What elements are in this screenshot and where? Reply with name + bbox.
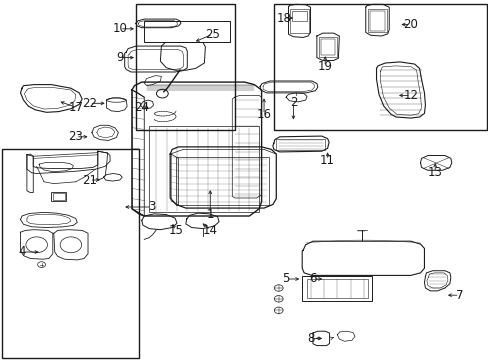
Bar	[144, 21, 229, 42]
Text: 9: 9	[116, 51, 123, 64]
Text: 3: 3	[147, 201, 155, 213]
Text: 12: 12	[403, 89, 417, 102]
Bar	[290, 9, 308, 33]
Text: 19: 19	[317, 60, 332, 73]
Text: 17: 17	[68, 101, 83, 114]
Text: 15: 15	[168, 224, 183, 237]
Bar	[149, 126, 259, 212]
Text: 25: 25	[205, 28, 220, 41]
Bar	[318, 37, 337, 57]
Bar	[51, 192, 66, 201]
Text: 14: 14	[203, 224, 217, 237]
Bar	[367, 9, 386, 32]
Bar	[302, 276, 371, 301]
Bar	[273, 4, 486, 130]
Text: 7: 7	[455, 289, 463, 302]
Text: 11: 11	[320, 154, 334, 167]
Text: 8: 8	[306, 332, 314, 345]
Bar	[136, 4, 234, 130]
Text: 13: 13	[427, 166, 442, 179]
Text: 16: 16	[256, 108, 271, 121]
Text: 6: 6	[308, 273, 316, 285]
Bar	[53, 193, 64, 200]
Text: 10: 10	[112, 22, 127, 35]
Text: 22: 22	[82, 97, 97, 110]
Text: 18: 18	[276, 12, 290, 24]
Bar	[176, 157, 268, 205]
Bar	[2, 149, 139, 358]
Text: 20: 20	[403, 18, 417, 31]
Bar	[292, 11, 306, 21]
Bar	[369, 11, 385, 31]
Bar	[276, 139, 325, 150]
Text: 2: 2	[289, 96, 297, 109]
Text: 1: 1	[206, 208, 214, 221]
Text: 5: 5	[282, 273, 289, 285]
Bar	[306, 279, 367, 298]
Text: 21: 21	[82, 174, 97, 186]
Text: 23: 23	[68, 130, 83, 143]
Text: 24: 24	[134, 101, 149, 114]
Bar	[320, 39, 335, 55]
Text: 4: 4	[18, 246, 26, 258]
